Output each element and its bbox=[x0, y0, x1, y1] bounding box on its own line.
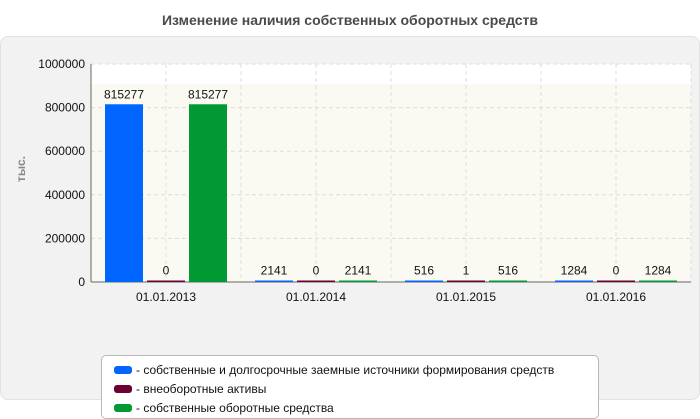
data-label: 1284 bbox=[561, 264, 588, 278]
bar bbox=[105, 104, 143, 282]
legend-swatch bbox=[114, 384, 132, 393]
bar-chart: 0 200000 400000 600000 800000 1000000 тыс. 8152… bbox=[14, 57, 692, 304]
data-label: 0 bbox=[163, 264, 170, 278]
bar bbox=[555, 280, 593, 282]
bar bbox=[405, 280, 443, 282]
bar bbox=[189, 104, 227, 282]
legend-item: - внеоборотные активы bbox=[114, 379, 598, 398]
data-label: 0 bbox=[313, 264, 320, 278]
data-label: 815277 bbox=[188, 87, 228, 101]
data-label: 1284 bbox=[645, 264, 672, 278]
legend-label: - собственные оборотные средства bbox=[136, 400, 334, 415]
y-tick-label: 0 bbox=[78, 275, 85, 289]
x-tick-label: 01.01.2015 bbox=[436, 290, 496, 304]
bar bbox=[597, 280, 635, 282]
bar bbox=[255, 280, 293, 282]
bar bbox=[489, 280, 527, 282]
bar bbox=[297, 280, 335, 282]
data-label: 1 bbox=[463, 264, 470, 278]
y-tick-label: 800000 bbox=[45, 101, 85, 115]
bar bbox=[447, 280, 485, 282]
legend-swatch bbox=[114, 403, 132, 412]
bar bbox=[639, 280, 677, 282]
data-label: 0 bbox=[613, 264, 620, 278]
bar bbox=[147, 280, 185, 282]
y-axis-label: тыс. bbox=[14, 156, 28, 182]
y-tick-label: 400000 bbox=[45, 188, 85, 202]
chart-title: Изменение наличия собственных оборотных … bbox=[161, 12, 539, 28]
data-label: 516 bbox=[498, 264, 518, 278]
y-tick-label: 1000000 bbox=[38, 57, 85, 71]
x-tick-label: 01.01.2013 bbox=[136, 290, 196, 304]
legend-item: - собственные и долгосрочные заемные ист… bbox=[114, 360, 598, 379]
legend-swatch bbox=[114, 365, 132, 374]
legend: - собственные и долгосрочные заемные ист… bbox=[101, 355, 599, 419]
legend-label: - собственные и долгосрочные заемные ист… bbox=[136, 362, 555, 377]
legend-item: - собственные оборотные средства bbox=[114, 398, 598, 417]
x-tick-label: 01.01.2014 bbox=[286, 290, 346, 304]
data-label: 2141 bbox=[345, 264, 372, 278]
bar bbox=[339, 280, 377, 282]
chart-panel: 0 200000 400000 600000 800000 1000000 тыс. 8152… bbox=[0, 36, 700, 419]
x-tick-label: 01.01.2016 bbox=[586, 290, 646, 304]
legend-label: - внеоборотные активы bbox=[136, 381, 267, 396]
y-tick-label: 600000 bbox=[45, 144, 85, 158]
y-tick-label: 200000 bbox=[45, 231, 85, 245]
data-label: 815277 bbox=[104, 87, 144, 101]
data-label: 516 bbox=[414, 264, 434, 278]
data-label: 2141 bbox=[261, 264, 288, 278]
